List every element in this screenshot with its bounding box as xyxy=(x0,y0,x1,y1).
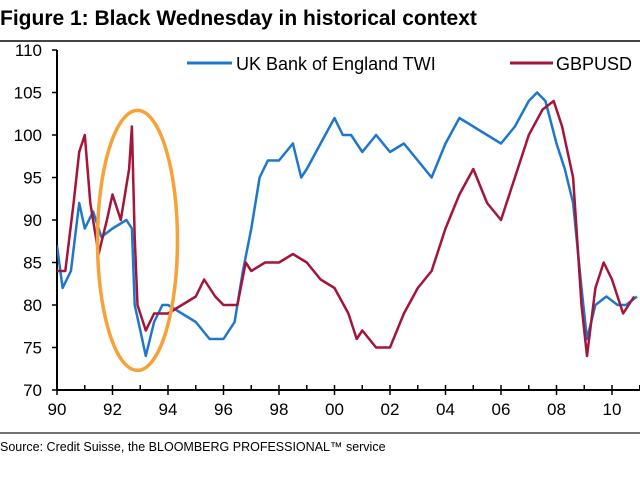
series-line-gbpusd xyxy=(57,99,636,358)
y-tick-label: 80 xyxy=(23,296,42,315)
x-tick-label: 96 xyxy=(214,400,233,419)
legend: UK Bank of England TWI GBPUSD xyxy=(187,54,632,74)
source-note: Source: Credit Suisse, the BLOOMBERG PRO… xyxy=(0,440,386,454)
x-tick-label: 04 xyxy=(436,400,455,419)
x-tick-label: 06 xyxy=(492,400,511,419)
x-tick-label: 92 xyxy=(103,400,122,419)
y-tick-label: 70 xyxy=(23,381,42,400)
x-tick-label: 94 xyxy=(159,400,178,419)
legend-label-twi: UK Bank of England TWI xyxy=(236,54,436,74)
y-tick-label: 85 xyxy=(23,254,42,273)
x-tick-label: 90 xyxy=(48,400,67,419)
y-tick-label: 110 xyxy=(15,41,42,60)
x-tick-label: 00 xyxy=(325,400,344,419)
chart-title: Figure 1: Black Wednesday in historical … xyxy=(0,7,477,30)
legend-label-gbpusd: GBPUSD xyxy=(556,54,632,74)
y-tick-label: 105 xyxy=(14,84,42,103)
highlight-ellipse xyxy=(95,108,180,373)
y-tick-label: 90 xyxy=(23,211,42,230)
y-tick-label: 75 xyxy=(23,339,42,358)
y-tick-label: 95 xyxy=(23,169,42,188)
x-tick-label: 98 xyxy=(270,400,289,419)
x-tick-label: 08 xyxy=(547,400,566,419)
series-line-twi xyxy=(57,91,638,358)
x-tick-label: 10 xyxy=(603,400,622,419)
x-tick-label: 02 xyxy=(381,400,400,419)
y-tick-label: 100 xyxy=(14,126,42,145)
